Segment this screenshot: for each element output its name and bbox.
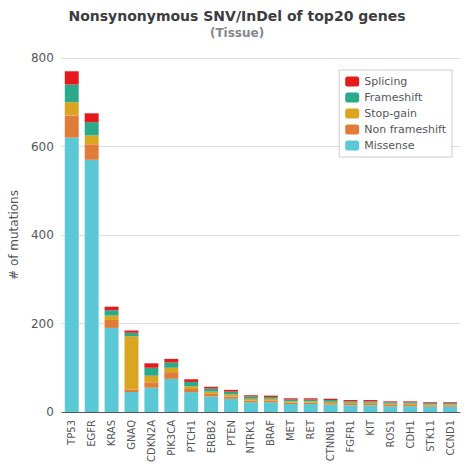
svg-text:CDH1: CDH1 <box>405 420 416 449</box>
svg-text:400: 400 <box>31 228 54 242</box>
svg-text:CDKN2A: CDKN2A <box>146 420 157 462</box>
svg-text:KIT: KIT <box>365 419 376 436</box>
svg-text:NTRK1: NTRK1 <box>245 420 256 453</box>
svg-text:Nonsynonymous SNV/InDel of top: Nonsynonymous SNV/InDel of top20 genes <box>68 8 405 24</box>
svg-text:PTCH1: PTCH1 <box>186 420 197 452</box>
svg-text:200: 200 <box>31 317 54 331</box>
svg-text:BRAF: BRAF <box>265 420 276 446</box>
svg-text:ROS1: ROS1 <box>385 420 396 448</box>
svg-text:PIK3CA: PIK3CA <box>166 420 177 456</box>
svg-text:0: 0 <box>46 405 54 419</box>
svg-text:PTEN: PTEN <box>226 420 237 446</box>
svg-text:STK11: STK11 <box>425 420 436 452</box>
svg-text:FGFR1: FGFR1 <box>345 420 356 453</box>
svg-text:ERBB2: ERBB2 <box>206 420 217 453</box>
svg-text:CTNNB1: CTNNB1 <box>325 420 336 461</box>
svg-text:RET: RET <box>305 419 316 439</box>
svg-text:CCND1: CCND1 <box>445 420 456 456</box>
svg-text:Frameshift: Frameshift <box>364 91 423 104</box>
svg-text:MET: MET <box>285 419 296 441</box>
svg-text:Splicing: Splicing <box>364 75 407 88</box>
svg-text:600: 600 <box>31 140 54 154</box>
svg-text:KRAS: KRAS <box>106 420 117 446</box>
svg-text:Missense: Missense <box>364 139 414 152</box>
svg-text:TP53: TP53 <box>66 420 77 446</box>
svg-text:Stop-gain: Stop-gain <box>364 107 417 120</box>
svg-text:Non frameshift: Non frameshift <box>364 123 446 136</box>
svg-text:800: 800 <box>31 51 54 65</box>
svg-text:# of mutations: # of mutations <box>7 190 21 280</box>
svg-text:GNAQ: GNAQ <box>126 420 137 450</box>
svg-text:(Tissue): (Tissue) <box>210 26 264 40</box>
svg-text:EGFR: EGFR <box>86 420 97 447</box>
